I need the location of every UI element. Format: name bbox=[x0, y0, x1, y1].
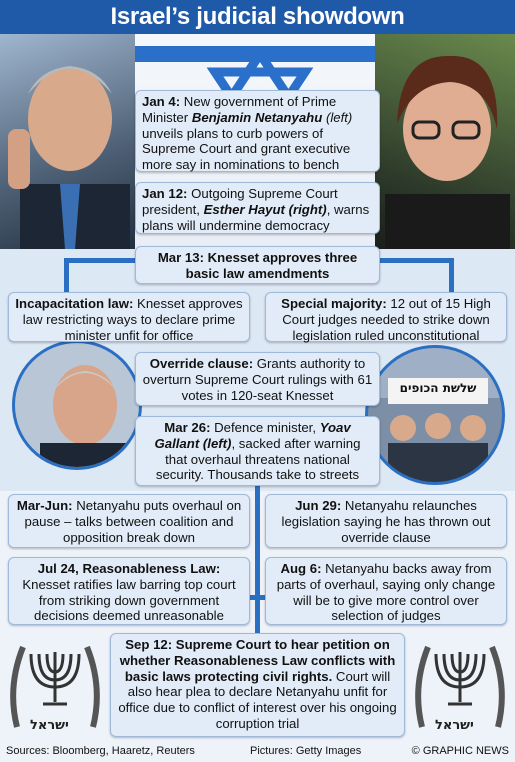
event-jul24: Jul 24, Reasonableness Law: Knesset rati… bbox=[8, 557, 250, 625]
menorah-emblem-left-icon bbox=[10, 645, 100, 728]
law-incapacitation: Incapacitation law: Knesset approves law… bbox=[8, 292, 250, 343]
event-aug6: Aug 6: Netanyahu backs away from parts o… bbox=[265, 557, 507, 625]
netanyahu-photo bbox=[0, 34, 135, 249]
menorah-emblem-right-icon bbox=[415, 645, 505, 728]
event-mar13: Mar 13: Knesset approves three basic law… bbox=[135, 246, 380, 284]
event-mar-jun: Mar-Jun: Netanyahu puts overhaul on paus… bbox=[8, 494, 250, 548]
event-jun29: Jun 29: Netanyahu relaunches legislation… bbox=[265, 494, 507, 548]
footer: Sources: Bloomberg, Haaretz, Reuters Pic… bbox=[0, 740, 515, 762]
event-sep12: Sep 12: Supreme Court to hear petition o… bbox=[110, 633, 405, 737]
gallant-photo bbox=[12, 340, 142, 470]
timeline-line-left bbox=[64, 258, 69, 294]
emblem-text-right: ישראל bbox=[435, 718, 474, 733]
law-special-majority: Special majority: 12 out of 15 High Cour… bbox=[265, 292, 507, 343]
protest-photo: שלשת הכופים bbox=[365, 345, 505, 485]
timeline-line-branch bbox=[180, 595, 340, 600]
event-mar26: Mar 26: Defence minister, Yoav Gallant (… bbox=[135, 416, 380, 486]
protest-sign-text: שלשת הכופים bbox=[399, 381, 477, 395]
footer-sources: Sources: Bloomberg, Haaretz, Reuters bbox=[6, 745, 195, 757]
event-jan12: Jan 12: Outgoing Supreme Court president… bbox=[135, 182, 380, 234]
page-title: Israel’s judicial showdown bbox=[0, 0, 515, 34]
event-jan4: Jan 4: New government of Prime Minister … bbox=[135, 90, 380, 172]
law-override-clause: Override clause: Grants authority to ove… bbox=[135, 352, 380, 406]
emblem-text-left: ישראל bbox=[30, 718, 69, 733]
footer-pictures: Pictures: Getty Images bbox=[250, 745, 362, 757]
timeline-line-center bbox=[255, 475, 260, 635]
timeline-line-right bbox=[449, 258, 454, 294]
hayut-photo bbox=[375, 34, 515, 249]
footer-credit: © GRAPHIC NEWS bbox=[411, 745, 509, 757]
